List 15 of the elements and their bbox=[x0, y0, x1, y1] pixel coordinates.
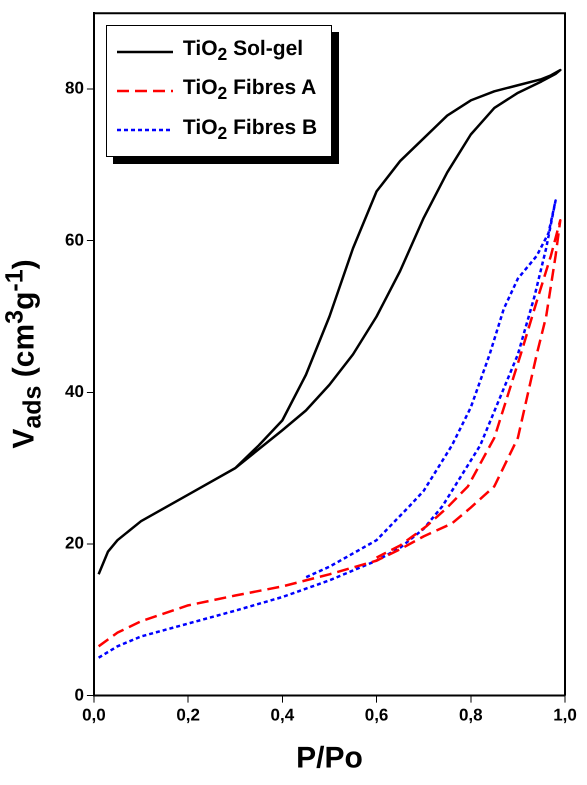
x-tick-label: 0,8 bbox=[458, 705, 483, 724]
legend-label: TiO$_{2}$ Fibres B bbox=[182, 114, 318, 145]
y-tick-label: 20 bbox=[64, 534, 84, 553]
legend-label: TiO$_{2}$ Fibres A bbox=[182, 75, 316, 106]
y-tick-label: 60 bbox=[64, 230, 84, 250]
x-tick-label: 0,4 bbox=[270, 705, 295, 724]
x-tick-label: 0,0 bbox=[82, 705, 106, 724]
legend-label: TiO$_{2}$ Sol-gel bbox=[182, 36, 304, 66]
x-tick-label: 0,6 bbox=[364, 705, 388, 724]
x-tick-label: 0,2 bbox=[176, 705, 200, 724]
x-axis-title: P/Po bbox=[296, 741, 363, 774]
y-tick-label: 80 bbox=[64, 78, 84, 98]
y-tick-label: 40 bbox=[64, 382, 84, 401]
x-tick-label: 1,0 bbox=[553, 705, 577, 724]
y-tick-label: 0 bbox=[74, 685, 84, 704]
